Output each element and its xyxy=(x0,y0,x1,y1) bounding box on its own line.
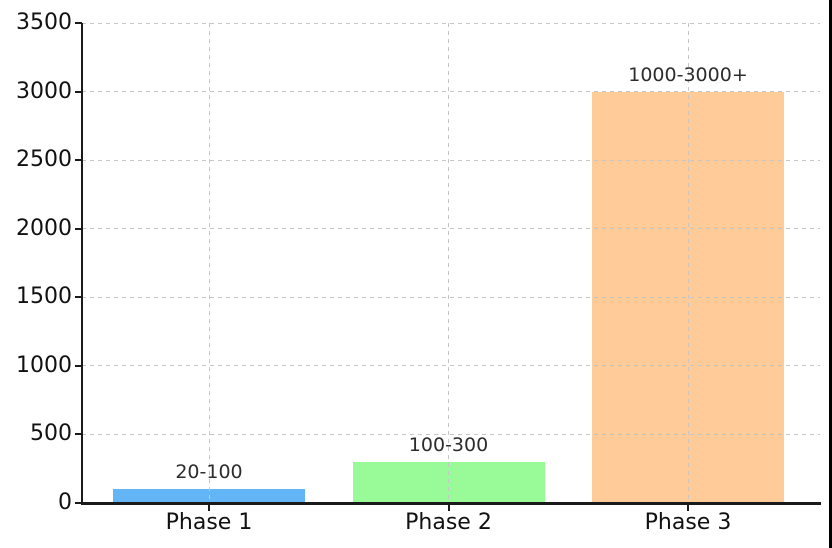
y-tick-mark xyxy=(75,227,82,230)
x-tick-label: Phase 2 xyxy=(405,510,492,535)
y-tick-label: 1500 xyxy=(16,284,72,310)
y-tick-label: 3500 xyxy=(16,10,72,35)
gridline-horizontal xyxy=(82,159,820,161)
y-tick-label: 1000 xyxy=(16,352,72,378)
gridline-vertical xyxy=(687,23,689,503)
bar-value-label: 20-100 xyxy=(175,461,243,484)
y-tick-mark xyxy=(75,433,82,436)
gridline-horizontal xyxy=(82,296,820,298)
x-tick-mark xyxy=(447,503,450,511)
y-tick-label: 3000 xyxy=(16,78,72,104)
y-tick-label: 2000 xyxy=(16,215,72,241)
gridline-vertical xyxy=(448,23,449,503)
bar-value-label: 100-300 xyxy=(408,433,489,456)
y-tick-mark xyxy=(75,364,82,367)
bar-value-label: 1000-3000+ xyxy=(628,63,748,86)
screen-edge-line xyxy=(829,0,832,548)
x-tick-label: Phase 1 xyxy=(165,510,253,535)
y-tick-mark xyxy=(75,502,82,504)
gridline-horizontal xyxy=(82,365,820,367)
x-tick-mark xyxy=(208,503,210,511)
gridline-horizontal xyxy=(82,433,820,435)
y-tick-mark xyxy=(75,90,82,93)
x-tick-mark xyxy=(687,503,689,511)
x-axis-line xyxy=(80,502,821,505)
gridline-horizontal xyxy=(82,22,820,24)
gridline-horizontal xyxy=(82,228,820,230)
x-tick-label: Phase 3 xyxy=(644,510,732,535)
y-tick-mark xyxy=(75,22,82,24)
y-axis-line xyxy=(80,23,83,505)
gridline-horizontal xyxy=(82,91,820,93)
y-tick-mark xyxy=(75,159,82,162)
y-tick-mark xyxy=(75,296,82,299)
gridline-vertical xyxy=(208,23,210,503)
y-tick-label: 0 xyxy=(58,490,72,515)
y-tick-label: 2500 xyxy=(16,147,72,173)
y-tick-label: 500 xyxy=(30,421,72,447)
